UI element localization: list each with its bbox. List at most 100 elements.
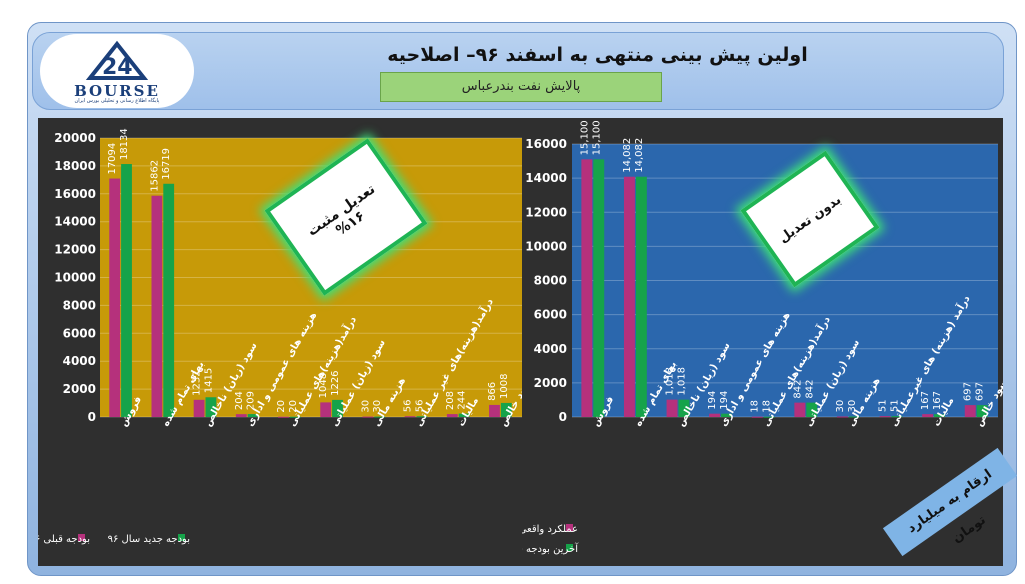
data-label: 18: [750, 400, 761, 413]
data-label: 167: [932, 391, 943, 410]
bar: [151, 195, 163, 417]
y-tick-label: 16000: [54, 187, 96, 201]
data-label: 18: [762, 400, 773, 413]
bar: [163, 183, 175, 417]
bar: [721, 413, 733, 417]
y-tick-label: 10000: [525, 239, 567, 253]
bar: [446, 414, 458, 417]
right-bar-chart: 0 2000 4000 6000 8000 10000 12000 14000 16000 15,…: [522, 120, 1003, 555]
data-label: 16719: [161, 148, 172, 180]
y-tick-label: 8000: [63, 298, 96, 312]
svg-text:24: 24: [102, 55, 133, 80]
data-label: 51: [889, 399, 900, 412]
bar: [404, 416, 416, 418]
badge-right-text: بدون تعدیل: [776, 192, 844, 246]
data-label: 167: [920, 391, 931, 410]
y-tick-label: 12000: [525, 205, 567, 219]
data-label: 842: [804, 380, 815, 399]
y-tick-label: 10000: [54, 271, 96, 285]
legend-label: بودجه جدید سال ۹۶: [108, 534, 190, 545]
data-label: 1,018: [665, 367, 676, 396]
data-label: 244: [457, 391, 468, 410]
bar: [806, 402, 818, 417]
data-label: 51: [878, 399, 889, 412]
data-label: 209: [246, 391, 257, 410]
y-tick-label: 20000: [54, 131, 96, 145]
logo-subtext: پایگاه اطلاع رسانی و تحلیلی بورس ایران: [74, 98, 160, 104]
bar: [836, 416, 848, 418]
bar: [247, 414, 259, 417]
y-tick-label: 6000: [63, 326, 96, 340]
data-label: 30: [372, 400, 383, 413]
bar: [416, 416, 428, 418]
y-tick-label: 14000: [525, 171, 567, 185]
bar: [289, 416, 301, 418]
data-label: 1232: [192, 370, 203, 395]
data-label: 17094: [107, 143, 118, 175]
y-tick-label: 12000: [54, 243, 96, 257]
bar: [922, 414, 934, 417]
legend-swatch: [178, 534, 185, 541]
company-name: پالایش نفت بندرعباس: [380, 72, 662, 102]
data-label: 15,100: [579, 120, 590, 155]
data-label: 56: [403, 399, 414, 412]
data-label: 1048: [318, 373, 329, 398]
y-tick-label: 18000: [54, 159, 96, 173]
legend-swatch: [78, 534, 85, 541]
bar: [666, 399, 678, 417]
data-label: 30: [835, 400, 846, 413]
data-label: 1415: [203, 368, 214, 393]
y-tick-label: 14000: [54, 215, 96, 229]
y-tick-label: 2000: [63, 382, 96, 396]
bar: [623, 176, 635, 417]
data-label: 697: [963, 382, 974, 401]
data-label: 1,018: [676, 367, 687, 396]
y-tick-label: 6000: [534, 308, 567, 322]
y-tick-label: 8000: [534, 274, 567, 288]
bar: [934, 414, 946, 417]
data-label: 30: [360, 400, 371, 413]
legend-swatch: [566, 524, 573, 531]
bar: [891, 416, 903, 418]
logo-mark-icon: 24: [85, 40, 149, 80]
y-tick-label: 4000: [534, 342, 567, 356]
legend-label: عملکرد واقعی: [522, 524, 578, 535]
data-label: 204: [234, 391, 245, 410]
bar: [964, 405, 976, 417]
bar: [751, 416, 763, 418]
bar: [362, 416, 374, 418]
bar: [848, 416, 860, 418]
bar: [500, 402, 512, 417]
logo-text: BOURSE: [74, 82, 160, 100]
data-label: 866: [487, 382, 498, 401]
bar: [581, 159, 593, 417]
bar: [332, 399, 343, 417]
data-label: 18134: [119, 128, 130, 160]
data-label: 30: [847, 400, 858, 413]
left-bar-chart: 0 2000 4000 6000 8000 10000 12000 14000 16000 180…: [38, 128, 522, 545]
bar: [193, 399, 205, 417]
data-label: 697: [975, 382, 986, 401]
data-label: 194: [707, 391, 718, 410]
y-tick-label: 16000: [525, 137, 567, 151]
data-label: 842: [792, 380, 803, 399]
bar: [374, 416, 386, 418]
bar: [109, 178, 121, 417]
page-title: اولین پیش بینی منتهی به اسفند ۹۶– اصلاحی…: [387, 44, 808, 66]
bar: [278, 416, 289, 418]
bar: [794, 402, 806, 417]
bar: [458, 413, 470, 417]
data-label: 208: [445, 391, 456, 410]
data-label: 20: [276, 400, 287, 413]
bar: [976, 405, 988, 417]
bar: [709, 413, 721, 417]
legend-label: بودجه قبلی ۹۶: [38, 534, 90, 545]
y-tick-label: 4000: [63, 354, 96, 368]
bar: [205, 397, 217, 417]
data-label: 56: [414, 399, 425, 412]
bar: [635, 176, 647, 417]
y-tick-label: 0: [88, 410, 96, 424]
data-label: 14,082: [634, 138, 645, 173]
bar: [121, 164, 132, 417]
data-label: 20: [288, 400, 299, 413]
